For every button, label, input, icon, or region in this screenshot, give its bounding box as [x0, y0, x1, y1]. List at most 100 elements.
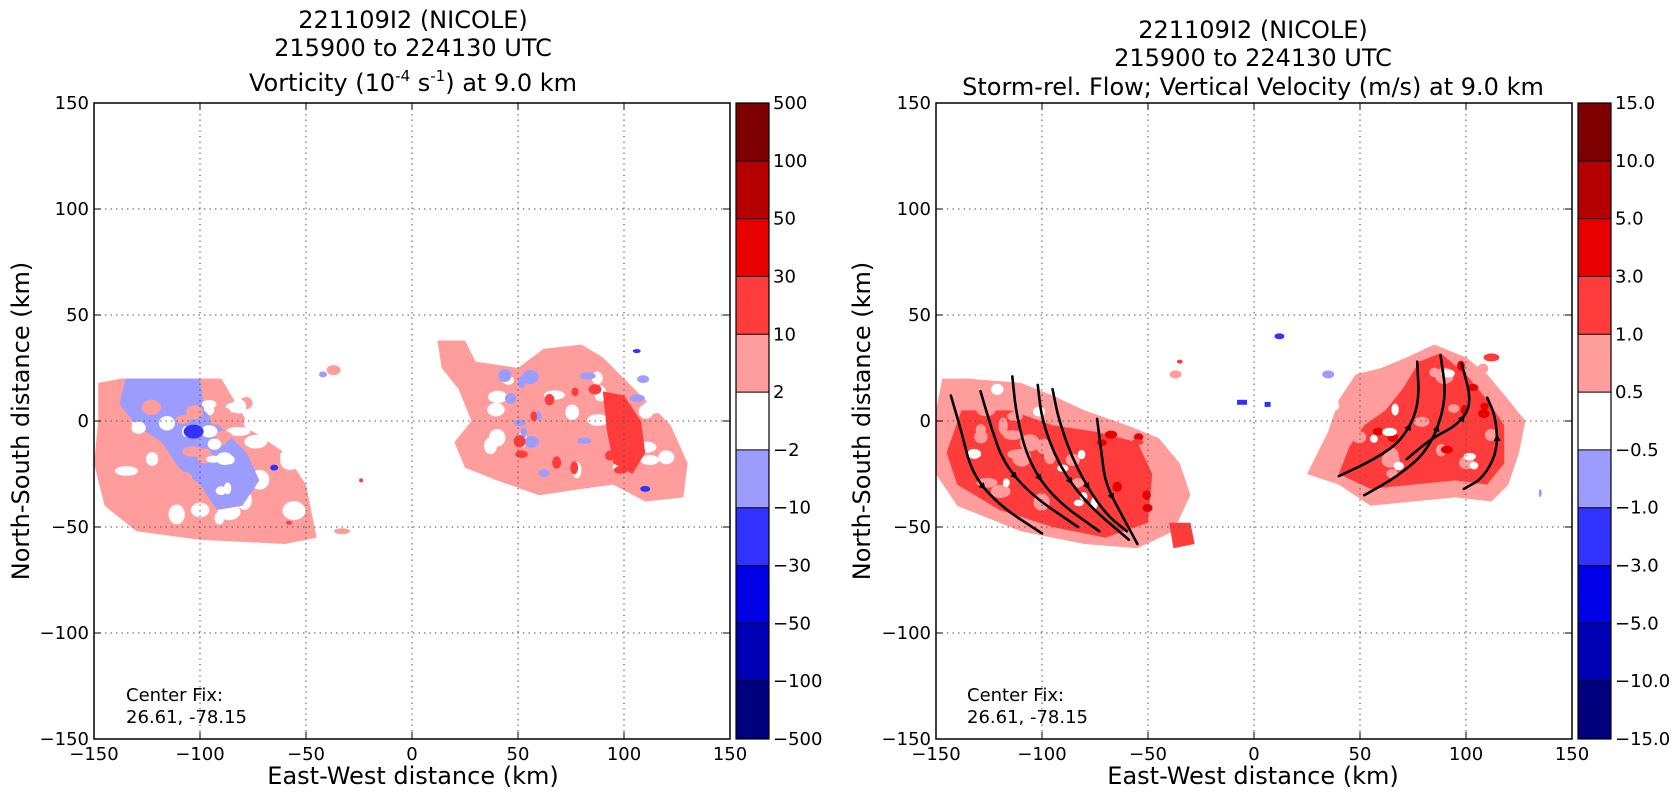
left-annotation-line-1: Center Fix: — [126, 685, 223, 706]
colorbar-segment — [736, 103, 769, 162]
neutral-velocity-hole — [1073, 499, 1084, 507]
strong-updraft-area — [1133, 433, 1144, 441]
x-tick-label: −100 — [1017, 744, 1066, 765]
neutral-vorticity-hole — [146, 452, 159, 466]
y-tick-label: −150 — [40, 729, 89, 750]
moderate-positive-vorticity — [530, 411, 538, 422]
positive-vorticity-area — [186, 405, 203, 420]
colorbar-segment — [1578, 507, 1611, 567]
x-tick-label: −50 — [1129, 744, 1167, 765]
x-tick-label: 0 — [1248, 744, 1259, 765]
neutral-vorticity-hole — [488, 390, 508, 404]
x-tick-label: −150 — [911, 744, 960, 765]
colorbar-segment — [736, 276, 769, 335]
strong-updraft-area — [1142, 503, 1153, 512]
moderate-positive-vorticity — [359, 478, 364, 483]
y-tick-label: −50 — [893, 517, 931, 538]
strong-negative-vorticity — [183, 424, 204, 439]
x-tick-label: 150 — [713, 744, 747, 765]
neutral-vorticity-hole — [282, 501, 306, 521]
x-tick-label: −100 — [175, 744, 224, 765]
x-tick-label: 50 — [1349, 744, 1372, 765]
colorbar-tick-label: −10 — [773, 498, 811, 519]
neutral-velocity-hole — [1002, 478, 1010, 488]
colorbar-segment — [736, 507, 769, 567]
colorbar-tick-label: −50 — [773, 613, 811, 634]
streamline — [979, 390, 1080, 529]
neutral-vorticity-hole — [587, 414, 609, 426]
updraft-area — [1176, 359, 1183, 364]
vertical-velocity-panel: 221109I2 (NICOLE) 215900 to 224130 UTC S… — [848, 16, 1670, 790]
left-title-3-sup2: -1 — [430, 67, 445, 85]
weak-updraft-area — [1003, 430, 1024, 440]
colorbar-segment — [736, 681, 769, 740]
colorbar-tick-label: 5.0 — [1615, 209, 1644, 230]
neutral-vorticity-hole — [244, 434, 268, 449]
colorbar-tick-label: 2 — [773, 382, 784, 403]
strong-updraft-area — [1104, 430, 1118, 439]
streamline — [1462, 396, 1499, 491]
colorbar-tick-label: −100 — [773, 671, 822, 692]
x-tick-label: −50 — [287, 744, 325, 765]
y-tick-label: 50 — [908, 305, 931, 326]
colorbar-segment — [1578, 623, 1611, 682]
neutral-velocity-hole — [1469, 461, 1479, 470]
neutral-vorticity-hole — [658, 450, 675, 465]
colorbar-segment — [736, 218, 769, 277]
strong-updraft-area — [1477, 409, 1490, 418]
y-tick-label: −100 — [40, 623, 89, 644]
left-grid — [94, 103, 730, 739]
negative-vorticity-area — [637, 375, 650, 383]
streamline-arrowhead — [1432, 424, 1440, 433]
streamline-arrowhead — [1082, 481, 1090, 490]
y-tick-label: −50 — [51, 517, 89, 538]
vorticity-field — [94, 340, 688, 544]
colorbar-tick-label: 0.5 — [1615, 382, 1644, 403]
colorbar-tick-label: −30 — [773, 556, 811, 577]
streamline-arrowhead — [1010, 471, 1018, 480]
strong-updraft-area — [1372, 427, 1384, 436]
updraft-area — [1131, 439, 1144, 446]
colorbar-tick-label: 10.0 — [1615, 151, 1655, 172]
colorbar-segment — [1578, 334, 1611, 393]
left-x-axis-label: East-West distance (km) — [267, 762, 558, 790]
left-title-line-1: 221109I2 (NICOLE) — [298, 6, 528, 34]
left-colorbar: 500 100 50 30 10 2 −2 −10 −30 −50 −100 −500 — [735, 93, 822, 750]
positive-vorticity-area — [141, 399, 161, 416]
colorbar-tick-label: 10 — [773, 324, 796, 345]
neutral-vorticity-hole — [158, 416, 175, 431]
weak-updraft-area — [1007, 449, 1027, 460]
negative-vorticity-area — [535, 411, 542, 421]
x-tick-label: 100 — [1449, 744, 1483, 765]
strong-negative-vorticity — [640, 485, 651, 492]
colorbar-tick-label: 500 — [773, 93, 807, 114]
moderate-positive-vorticity — [588, 384, 602, 395]
y-tick-label: −150 — [882, 729, 931, 750]
weak-updraft-area — [1477, 363, 1489, 374]
colorbar-tick-label: 15.0 — [1615, 93, 1655, 114]
streamline-arrowhead — [1457, 414, 1465, 423]
x-tick-label: −150 — [69, 744, 118, 765]
neutral-vorticity-hole — [648, 397, 668, 410]
streamline-arrowhead — [978, 482, 986, 490]
neutral-vorticity-hole — [640, 455, 660, 465]
strong-updraft-area — [1096, 439, 1107, 446]
colorbar-segment — [736, 392, 769, 451]
weak-downdraft-area — [1322, 370, 1335, 379]
colorbar-segment — [736, 623, 769, 682]
moderate-positive-vorticity — [571, 387, 579, 397]
streamline — [1036, 383, 1131, 542]
neutral-velocity-hole — [1382, 427, 1397, 437]
strong-updraft-area — [1440, 445, 1453, 454]
weak-updraft-area — [1036, 438, 1051, 454]
negative-vorticity-area — [579, 372, 596, 380]
neutral-vorticity-hole — [226, 426, 251, 436]
right-title-line-2: 215900 to 224130 UTC — [1114, 44, 1392, 72]
weak-updraft-area — [1429, 367, 1440, 378]
weak-downdraft-area — [1538, 489, 1542, 498]
neutral-velocity-hole — [991, 383, 1004, 395]
colorbar-segment — [736, 449, 769, 509]
left-axis-ticks: −150 −100 −50 0 50 100 150 −150 −100 −50 0 50 100 150 — [40, 93, 748, 765]
neutral-velocity-hole — [1077, 449, 1086, 460]
updraft-area — [1483, 353, 1500, 362]
